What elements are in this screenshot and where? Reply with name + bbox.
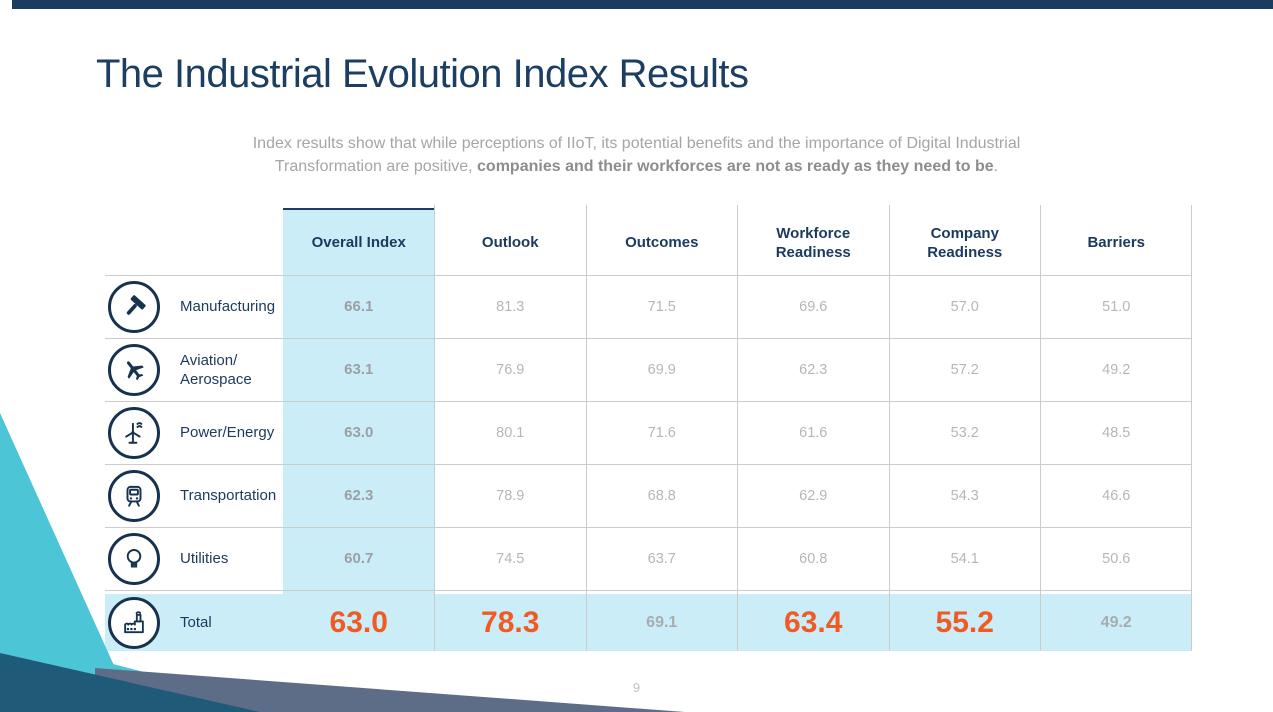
cell-value: 66.1 (344, 298, 374, 315)
page-number: 9 (632, 680, 641, 695)
cell-value: 48.5 (1102, 424, 1131, 441)
row-label: Aviation/ Aerospace (180, 351, 252, 388)
top-accent-bar (12, 0, 1273, 9)
cell-value: 54.1 (950, 550, 979, 567)
subtitle-line2-prefix: Transformation are positive, (274, 158, 478, 175)
grid-line (105, 338, 1192, 339)
cell-value: 62.3 (344, 487, 374, 504)
cell-value: 54.3 (950, 487, 979, 504)
total-overall-index: 63.0 (329, 605, 388, 639)
lightbulb-icon (108, 532, 160, 585)
cell-value: 50.6 (1102, 550, 1131, 567)
cell-value: 61.6 (799, 424, 828, 441)
column-header-workforce-readiness: Workforce Readiness (775, 224, 851, 261)
column-header-outcomes: Outcomes (625, 234, 699, 251)
grid-line (1040, 205, 1041, 651)
table-row-manufacturing: Manufacturing 66.1 81.3 71.5 69.6 57.0 5… (105, 275, 1192, 338)
subtitle-line1: Index results show that while perception… (252, 135, 1021, 152)
cell-value: 71.6 (647, 424, 676, 441)
cell-value: 81.3 (496, 298, 525, 315)
subtitle-line2-bold: companies and their workforces are not a… (477, 158, 994, 175)
column-header-overall-index: Overall Index (311, 234, 406, 251)
cell-value: 51.0 (1102, 298, 1131, 315)
cell-value: 63.1 (344, 361, 374, 378)
cell-value: 60.8 (799, 550, 828, 567)
cell-value: 76.9 (496, 361, 525, 378)
row-label: Power/Energy (180, 424, 275, 441)
grid-line (105, 275, 1192, 276)
subtitle: Index results show that while perception… (60, 132, 1213, 178)
total-outlook: 78.3 (481, 605, 540, 639)
page-title: The Industrial Evolution Index Results (96, 52, 749, 96)
cell-value: 57.2 (950, 361, 979, 378)
row-header: Total (105, 594, 283, 651)
hammer-icon (108, 280, 160, 333)
train-icon (108, 469, 160, 522)
row-header: Manufacturing (105, 275, 283, 338)
factory-icon (108, 596, 160, 649)
column-header-company-readiness: Company Readiness (927, 224, 1003, 261)
row-header: Transportation (105, 464, 283, 527)
row-header: Power/Energy (105, 401, 283, 464)
row-header: Aviation/ Aerospace (105, 338, 283, 401)
cell-value: 71.5 (647, 298, 676, 315)
column-header-barriers: Barriers (1087, 234, 1146, 251)
column-header-outlook: Outlook (481, 234, 539, 251)
cell-value: 53.2 (950, 424, 979, 441)
total-outcomes: 69.1 (646, 613, 678, 631)
cell-value: 68.8 (647, 487, 676, 504)
cell-value: 46.6 (1102, 487, 1131, 504)
grid-line (105, 590, 1192, 591)
row-label: Utilities (180, 550, 229, 567)
subtitle-line2-suffix: . (993, 158, 999, 175)
total-barriers: 49.2 (1100, 613, 1132, 631)
cell-value: 80.1 (496, 424, 525, 441)
overall-index-column-highlight (283, 210, 435, 651)
cell-value: 69.9 (647, 361, 676, 378)
table-header-row: Overall Index Outlook Outcomes Workforce… (105, 210, 1192, 275)
cell-value: 74.5 (496, 550, 525, 567)
grid-line (105, 464, 1192, 465)
row-header: Utilities (105, 527, 283, 590)
cell-value: 62.3 (799, 361, 828, 378)
cell-value: 63.7 (647, 550, 676, 567)
grid-line (434, 205, 435, 651)
grid-line (105, 401, 1192, 402)
row-label: Total (180, 614, 212, 631)
index-results-table: Overall Index Outlook Outcomes Workforce… (105, 205, 1192, 651)
row-label: Transportation (180, 487, 277, 504)
cell-value: 49.2 (1102, 361, 1131, 378)
cell-value: 63.0 (344, 424, 374, 441)
cell-value: 57.0 (950, 298, 979, 315)
total-company-readiness: 55.2 (935, 605, 994, 639)
grid-line (1191, 205, 1192, 651)
airplane-icon (108, 343, 160, 396)
table-row-transportation: Transportation 62.3 78.9 68.8 62.9 54.3 … (105, 464, 1192, 527)
total-workforce-readiness: 63.4 (784, 605, 843, 639)
table-row-total: Total 63.0 78.3 69.1 63.4 55.2 49.2 (105, 594, 1192, 651)
cell-value: 69.6 (799, 298, 828, 315)
grid-line (889, 205, 890, 651)
row-label: Manufacturing (180, 298, 276, 315)
table-row-power-energy: Power/Energy 63.0 80.1 71.6 61.6 53.2 48… (105, 401, 1192, 464)
grid-line (105, 527, 1192, 528)
cell-value: 62.9 (799, 487, 828, 504)
wind-turbine-icon (108, 406, 160, 459)
cell-value: 78.9 (496, 487, 525, 504)
table-row-aviation-aerospace: Aviation/ Aerospace 63.1 76.9 69.9 62.3 … (105, 338, 1192, 401)
overall-index-top-accent (283, 207, 435, 210)
header-spacer (105, 210, 283, 275)
cell-value: 60.7 (344, 550, 374, 567)
table-row-utilities: Utilities 60.7 74.5 63.7 60.8 54.1 50.6 (105, 527, 1192, 590)
grid-line (586, 205, 587, 651)
grid-line (737, 205, 738, 651)
